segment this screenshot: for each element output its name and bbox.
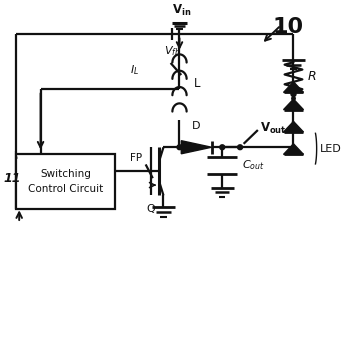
Polygon shape [284, 144, 303, 154]
Text: $I_L$: $I_L$ [130, 63, 140, 77]
Text: Control Circuit: Control Circuit [28, 184, 103, 193]
Circle shape [291, 92, 296, 97]
Circle shape [177, 145, 182, 150]
Text: D: D [192, 121, 201, 131]
Polygon shape [284, 121, 303, 132]
Text: $V_{fb}$: $V_{fb}$ [164, 44, 181, 58]
Polygon shape [284, 82, 303, 92]
Circle shape [220, 145, 225, 150]
Text: $\mathbf{V_{out}}$: $\mathbf{V_{out}}$ [260, 121, 286, 136]
Text: Switching: Switching [40, 169, 91, 179]
Text: 10: 10 [272, 17, 303, 37]
Bar [16, 154, 115, 209]
Polygon shape [284, 99, 303, 110]
Text: L: L [194, 77, 200, 90]
Text: $C_{out}$: $C_{out}$ [242, 158, 265, 172]
Text: FP: FP [130, 153, 142, 163]
Polygon shape [181, 141, 211, 154]
Circle shape [238, 145, 243, 150]
Text: Q: Q [146, 204, 155, 214]
Text: $\mathbf{V_{in}}$: $\mathbf{V_{in}}$ [172, 3, 191, 18]
Text: LED: LED [320, 144, 342, 154]
Text: R: R [308, 70, 316, 83]
Text: 11: 11 [3, 172, 21, 185]
